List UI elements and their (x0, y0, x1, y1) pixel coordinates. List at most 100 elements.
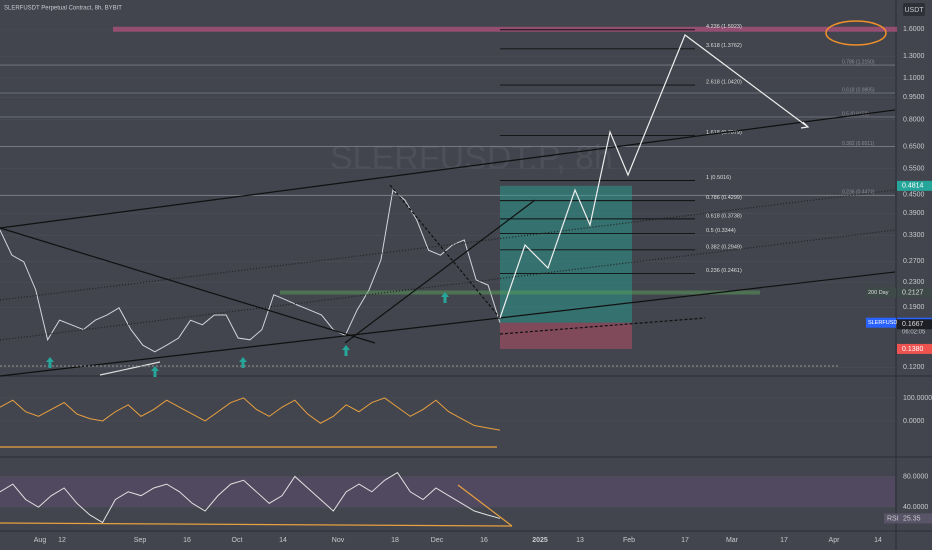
profit-zone (500, 185, 632, 323)
price-tag-label: 0.1667 (902, 321, 924, 328)
series-line (0, 397, 501, 431)
price-tag-label: 0.1380 (902, 346, 924, 353)
rsi-trendline (457, 484, 513, 527)
y-tick-label: 0.1200 (903, 364, 925, 371)
y-tick-label: 0.4500 (903, 192, 925, 199)
fib-label-faint: 0.618 (0.9805) (842, 87, 875, 93)
series-line (0, 189, 501, 353)
y-tick-label: 40.0000 (903, 504, 928, 511)
rsi-tag-name: RSI (887, 515, 899, 522)
countdown: 06:02:05 (902, 329, 926, 335)
arrow-up (342, 345, 350, 356)
y-tick-label: 0.6500 (903, 144, 925, 151)
y-tick-label: 1.1000 (903, 75, 925, 82)
y-tick-label: 0.3900 (903, 210, 925, 217)
x-tick-label: 2025 (532, 537, 548, 544)
fib-label-faint: 0.786 (1.2150) (842, 59, 875, 65)
price-tag (897, 180, 932, 191)
trendline (389, 184, 501, 319)
x-tick-label: Sep (134, 537, 147, 544)
y-tick-label: 80.0000 (903, 473, 928, 480)
fib-label-faint: 0.5 (0.8158) (842, 111, 869, 117)
fib-label: 0.786 (0.4299) (706, 195, 742, 201)
x-tick-label: Apr (829, 537, 841, 544)
price-tag (897, 287, 932, 298)
price-tag-prefix (866, 317, 896, 328)
trendline (344, 199, 536, 344)
y-tick-label: 0.8000 (903, 116, 925, 123)
x-tick-label: Feb (623, 537, 635, 544)
price-tag (897, 319, 932, 330)
price-tag-name: 200 Day (868, 290, 889, 296)
y-tick-label: 0.5500 (903, 165, 925, 172)
arrow-up (441, 292, 449, 303)
projection (499, 34, 809, 319)
currency-box[interactable] (903, 3, 925, 16)
y-tick-label: 0.9500 (903, 94, 925, 101)
fib-label: 2.618 (1.0420) (706, 80, 742, 86)
x-tick-label: Nov (332, 537, 345, 544)
y-tick-label: 0.2700 (903, 258, 925, 265)
y-tick-label: 0.2300 (903, 279, 925, 286)
x-tick-label: Aug (34, 537, 47, 544)
x-tick-label: 14 (279, 537, 287, 544)
price-tag (897, 343, 932, 354)
fib-label-faint: 0.382 (0.6511) (842, 141, 874, 147)
fib-label: 0.382 (0.2949) (706, 244, 742, 250)
x-tick-label: 18 (391, 537, 399, 544)
price-tag-label: 0.4814 (902, 183, 924, 190)
x-tick-label: 13 (576, 537, 584, 544)
channel-mid (0, 189, 896, 301)
y-tick-label: 1.6000 (903, 26, 925, 33)
series-line (0, 471, 501, 524)
trendline (99, 361, 161, 376)
price-tag-name: SLERFUSDT.P (868, 320, 906, 326)
x-tick-label: Mar (726, 537, 739, 544)
y-tick-label: 100.0000 (903, 395, 932, 402)
price-tag-prefix (866, 287, 896, 298)
loss-zone (500, 322, 632, 349)
highlight-circle (825, 20, 887, 46)
arrows (46, 292, 449, 377)
rsi-tag-value: 25.35 (903, 515, 921, 522)
x-tick-label: 17 (780, 537, 788, 544)
y-tick-label: 0.1900 (903, 304, 925, 311)
channel-upper (0, 109, 896, 229)
rsi-band (0, 476, 895, 508)
y-tick-label: 1.3000 (903, 53, 925, 60)
fib-label: 0.618 (0.3738) (706, 213, 742, 219)
channel-lower (0, 271, 896, 377)
x-tick-label: 17 (681, 537, 689, 544)
x-tick-label: 16 (480, 537, 488, 544)
chart-title: SLERFUSDT Perpetual Contract, 8h, BYBIT (4, 6, 122, 12)
rsi-trendline (0, 522, 513, 527)
x-tick-label: 16 (183, 537, 191, 544)
pink-band (113, 26, 897, 32)
price-tag-label: 0.2127 (902, 289, 924, 296)
trendline (0, 227, 376, 344)
fib-label-faint: 0.236 (0.4474) (842, 190, 875, 196)
arrow-head (800, 121, 810, 129)
fib-label: 1 (0.5016) (706, 175, 731, 181)
arrow-up (239, 357, 247, 368)
channel-mid (0, 229, 896, 341)
layers: 1.6000 1.3000 1.1000 0.9500 0.8000 0.6500 0.55… (0, 24, 932, 544)
fib-label: 3.618 (1.3762) (706, 43, 742, 49)
fib-label: 0.5 (0.3344) (706, 228, 736, 234)
fib-label: 0.236 (0.2461) (706, 268, 742, 274)
x-tick-label: Dec (431, 537, 444, 544)
watermark: SLERFUSDT.P, 8h (330, 139, 613, 177)
y-tick-label: 0.3300 (903, 232, 925, 239)
drawings (0, 20, 896, 527)
trendline (499, 317, 706, 335)
fib-label: 4.236 (1.5923) (706, 24, 742, 30)
x-tick-label: Oct (232, 537, 243, 544)
rsi-tag (884, 513, 932, 524)
y-tick-label: 0.0000 (903, 418, 925, 425)
arrow-up (151, 366, 159, 377)
currency[interactable]: USDT (904, 7, 924, 14)
x-tick-label: 14 (874, 537, 882, 544)
x-tick-label: 12 (58, 537, 66, 544)
